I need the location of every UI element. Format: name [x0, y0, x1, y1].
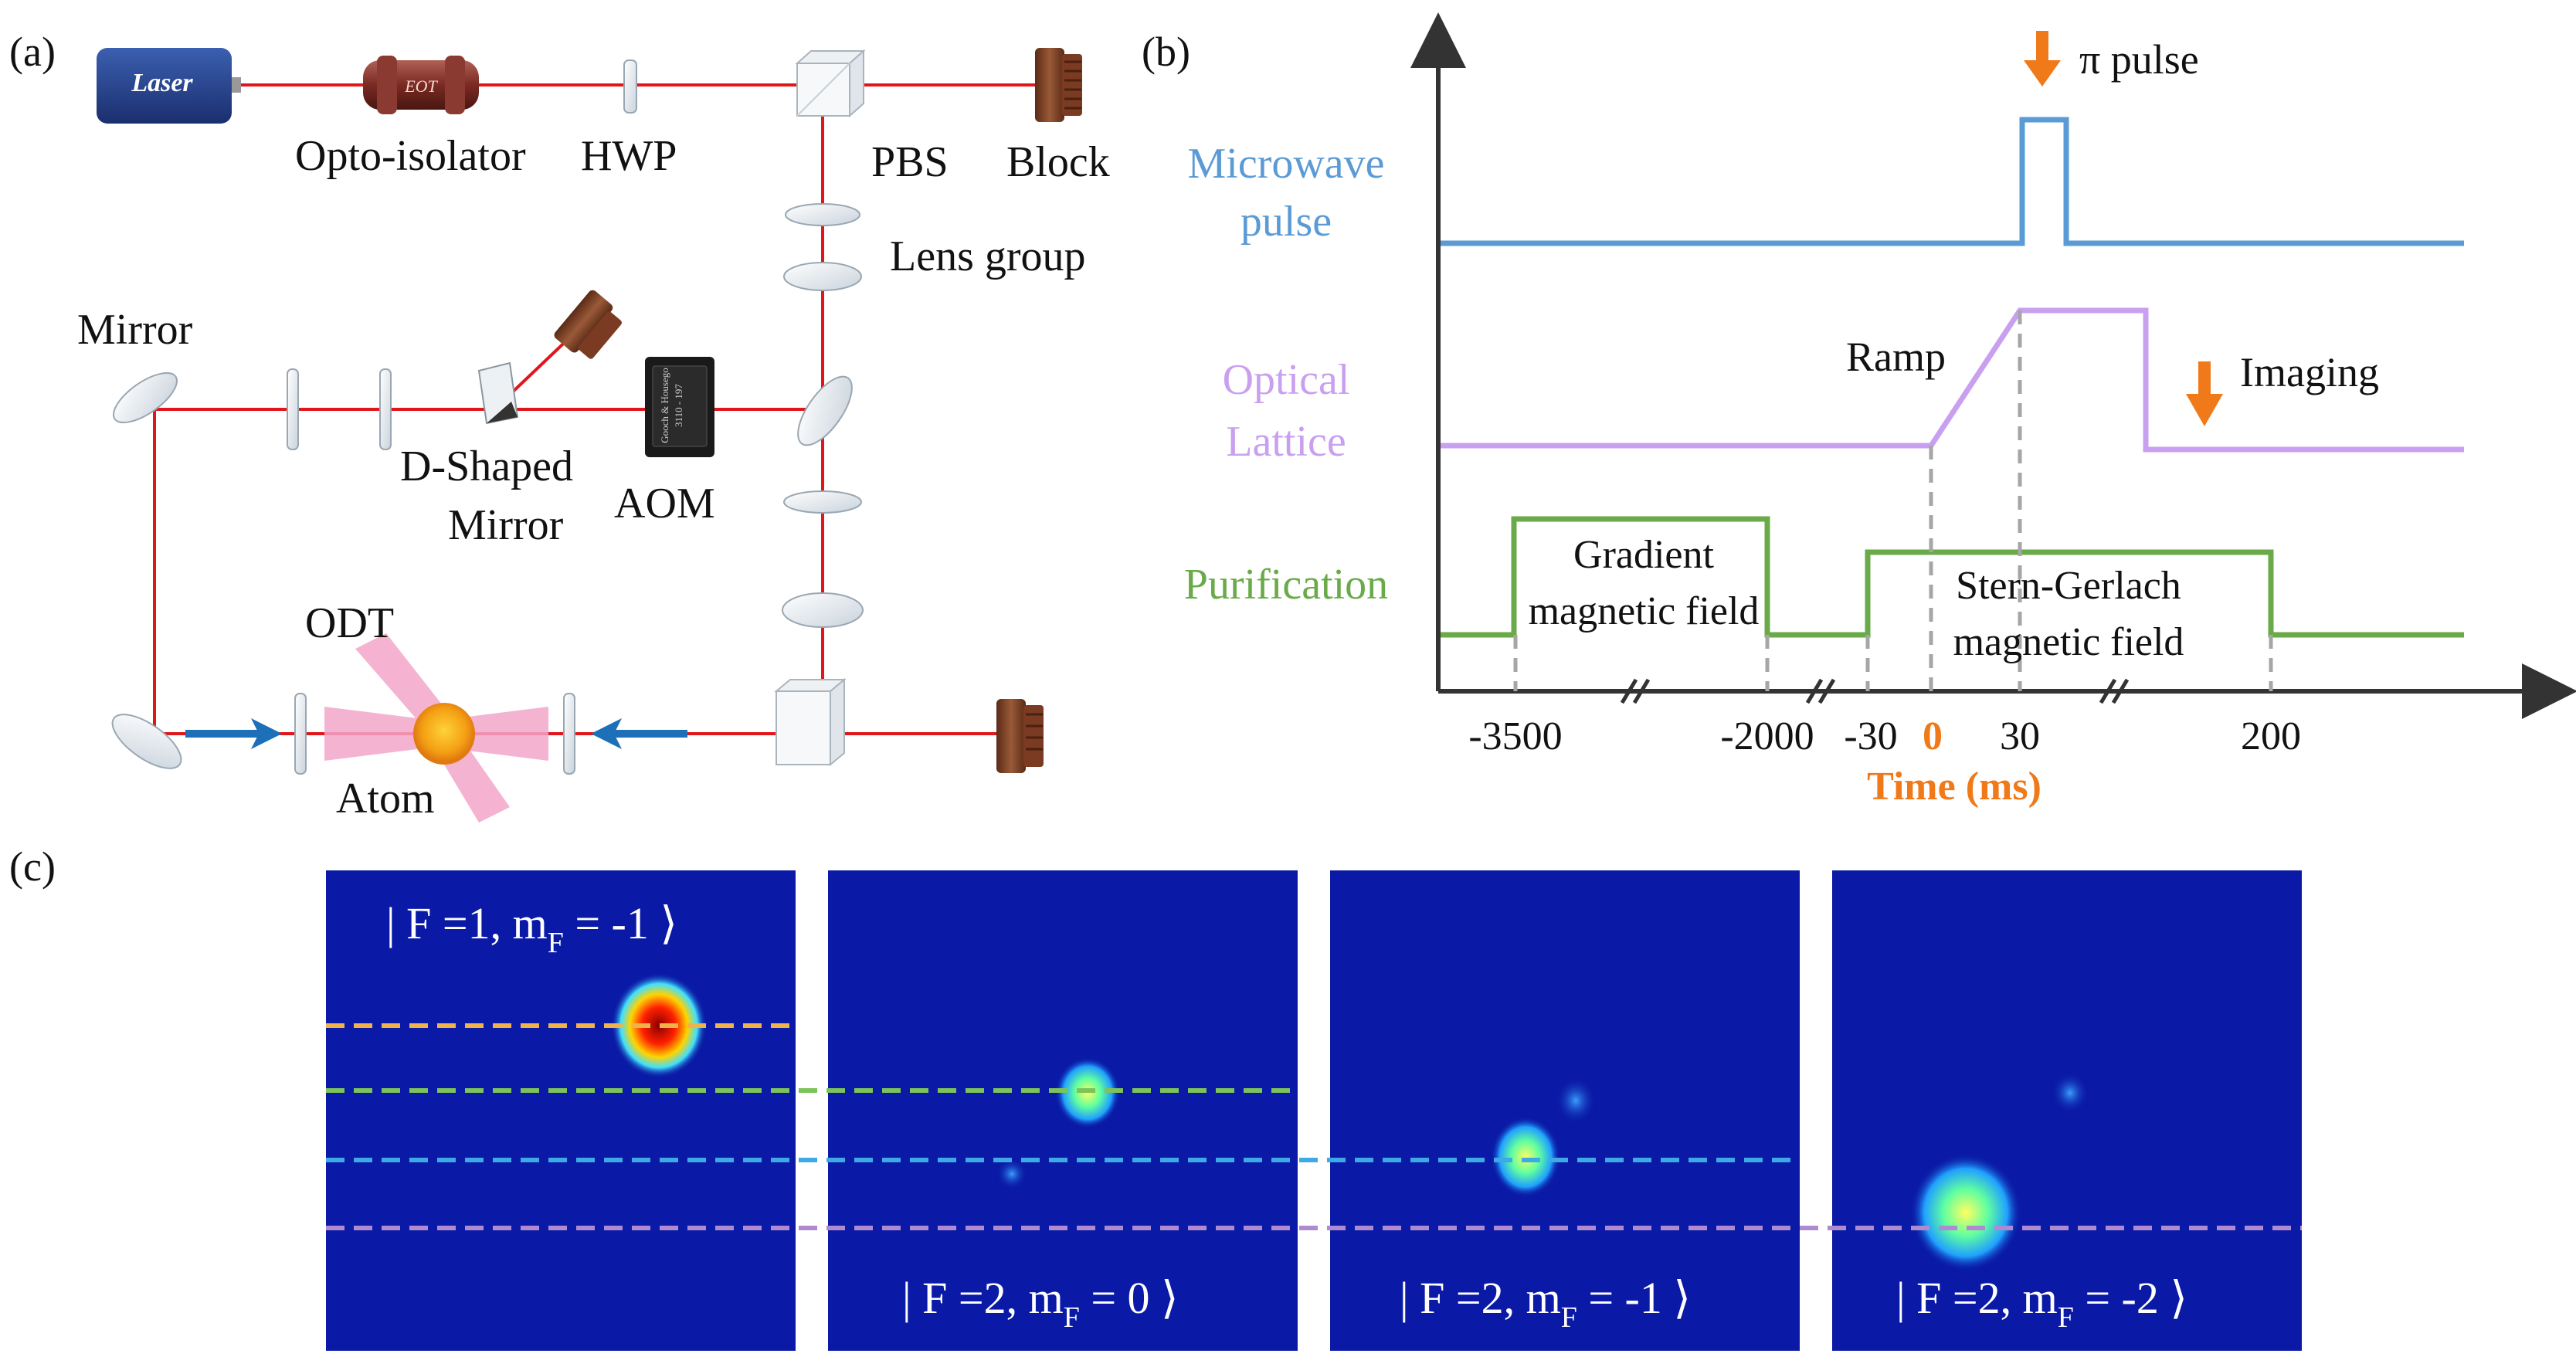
pbs-cube-bottom — [774, 677, 847, 767]
lower-lens-1 — [783, 490, 862, 514]
state-label-4: | F =2, mF = -2 ⟩ — [1896, 1273, 2187, 1334]
svg-text:| F =2, mF = -1 ⟩: | F =2, mF = -1 ⟩ — [1400, 1273, 1691, 1334]
state-1-sub: F — [548, 927, 564, 959]
tick-minus-2000: -2000 — [1720, 714, 1814, 758]
aom-chip-text-2: 3110 - 197 — [673, 384, 684, 427]
panel-c: (c) — [9, 843, 2302, 1351]
bottom-lens-2 — [563, 693, 575, 775]
state-1-tail: = -1 ⟩ — [564, 898, 677, 948]
sg-label-1: Stern-Gerlach — [1956, 564, 2181, 608]
hwp-plate — [623, 59, 637, 114]
tick-30: 30 — [2000, 714, 2040, 758]
state-label-2: | F =2, mF = 0 ⟩ — [902, 1273, 1179, 1334]
d-shaped-mirror-label-2: Mirror — [448, 501, 564, 549]
mirror-top-left — [113, 371, 178, 424]
aom-chip-text-1: Gooch & Housego — [659, 368, 670, 443]
state-1-main: | F =1, m — [386, 898, 548, 948]
gradient-label-2: magnetic field — [1529, 589, 1760, 633]
d-shaped-mirror-label-1: D-Shaped — [400, 443, 573, 490]
svg-text:| F =2, mF = 0 ⟩: | F =2, mF = 0 ⟩ — [902, 1273, 1179, 1334]
gradient-label-1: Gradient — [1573, 533, 1714, 577]
purification-trace — [1441, 516, 2464, 638]
tick-zero: 0 — [1923, 714, 1943, 758]
state-4-main: | F =2, m — [1896, 1273, 2058, 1323]
axis-breaks — [1620, 678, 2130, 704]
time-guides — [1513, 310, 2273, 691]
lens-group — [783, 203, 862, 291]
panel-b-tag: (b) — [1142, 29, 1190, 75]
mirror-right — [797, 375, 853, 446]
row-microwave-label-2: pulse — [1240, 198, 1332, 246]
laser-label: Laser — [131, 69, 193, 97]
opto-isolator: EOT — [363, 56, 479, 114]
lower-lens-2 — [782, 592, 864, 628]
beam-block-mid — [554, 290, 622, 359]
hwp-label: HWP — [581, 132, 677, 180]
pbs-label: PBS — [871, 138, 949, 186]
row-lattice-label-2: Lattice — [1226, 418, 1346, 466]
row-purification-label: Purification — [1184, 561, 1388, 609]
imaging-arrow-icon — [2186, 361, 2223, 426]
state-2-sub: F — [1064, 1301, 1080, 1334]
atom-cloud — [413, 703, 475, 765]
aom-label: AOM — [614, 480, 715, 527]
ramp-label: Ramp — [1846, 334, 1946, 380]
state-label-3: | F =2, mF = -1 ⟩ — [1400, 1273, 1691, 1334]
mirror-label: Mirror — [77, 306, 193, 354]
imaging-label: Imaging — [2240, 349, 2379, 395]
probe-arrows — [185, 718, 687, 749]
tick-minus-30: -30 — [1844, 714, 1897, 758]
tick-minus-3500: -3500 — [1468, 714, 1562, 758]
beam-block-top — [1035, 48, 1082, 122]
block-label: Block — [1006, 138, 1110, 186]
panel-a: (a) Laser EOT Opto-isolator HWP — [9, 29, 1110, 823]
pi-pulse-label: π pulse — [2079, 36, 2199, 83]
mirror-bottom-left — [111, 714, 182, 769]
d-shaped-mirror — [477, 361, 519, 425]
eot-label: EOT — [404, 76, 438, 96]
opto-isolator-label: Opto-isolator — [295, 132, 526, 180]
bottom-lens-1 — [294, 693, 307, 775]
state-4-sub: F — [2058, 1301, 2074, 1334]
state-label-1: | F =1, mF = -1 ⟩ — [386, 898, 677, 959]
state-4-tail: = -2 ⟩ — [2074, 1273, 2187, 1323]
sg-label-2: magnetic field — [1953, 620, 2184, 664]
row-lattice-label-1: Optical — [1223, 356, 1350, 404]
laser-source: Laser — [97, 48, 241, 124]
atom-cloud-signals — [611, 973, 2089, 1271]
lens-group-label: Lens group — [890, 232, 1086, 280]
svg-text:| F =2, mF = -2 ⟩: | F =2, mF = -2 ⟩ — [1896, 1273, 2187, 1334]
beam-block-bottom — [996, 699, 1044, 773]
atom-label: Atom — [336, 775, 435, 823]
absorption-image-1 — [326, 870, 796, 1351]
state-3-sub: F — [1561, 1301, 1577, 1334]
panel-c-tag: (c) — [9, 843, 56, 890]
microwave-trace — [1441, 117, 2464, 246]
absorption-images — [326, 870, 2302, 1351]
tick-200: 200 — [2241, 714, 2301, 758]
state-3-tail: = -1 ⟩ — [1577, 1273, 1691, 1323]
pi-pulse-arrow-icon — [2024, 31, 2061, 86]
middle-lens-2 — [379, 368, 392, 450]
state-2-tail: = 0 ⟩ — [1080, 1273, 1179, 1323]
odt-label: ODT — [305, 599, 394, 647]
x-axis-label: Time (ms) — [1867, 765, 2041, 809]
pbs-cube — [795, 49, 866, 118]
panel-b: (b) Microwave pulse Optical Lattice Puri… — [1142, 12, 2576, 809]
row-microwave-label-1: Microwave — [1187, 140, 1384, 188]
svg-text:| F =1, mF = -1 ⟩: | F =1, mF = -1 ⟩ — [386, 898, 677, 959]
aom-device: Gooch & Housego 3110 - 197 — [645, 357, 714, 457]
state-3-main: | F =2, m — [1400, 1273, 1561, 1323]
state-2-main: | F =2, m — [902, 1273, 1064, 1323]
reference-lines — [326, 1023, 2302, 1230]
lattice-trace — [1441, 307, 2464, 453]
panel-a-tag: (a) — [9, 29, 56, 75]
middle-lens-1 — [287, 368, 299, 450]
